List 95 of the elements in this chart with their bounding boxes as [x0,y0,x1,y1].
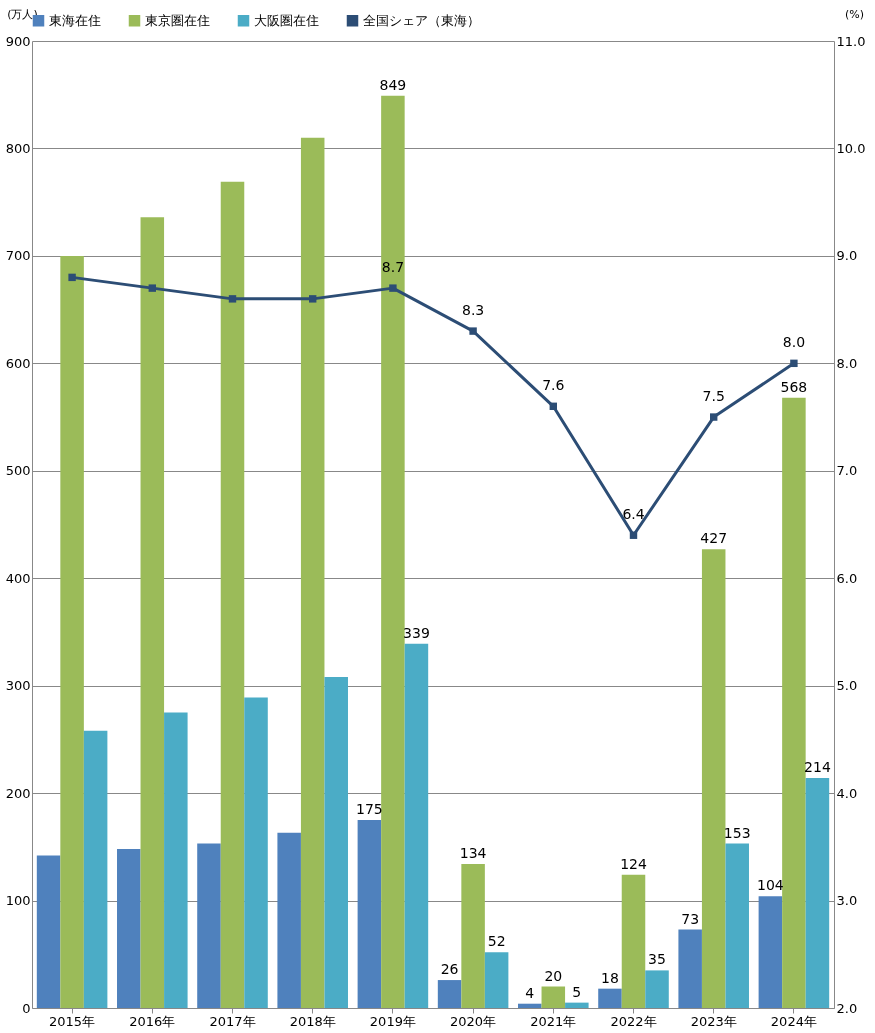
bar [758,896,783,1008]
data-label: 4 [525,984,535,1001]
y2-axis-title: (%) [844,7,865,21]
y-tick-label: 100 [5,893,31,909]
legend-label: 大阪圏在住 [254,12,319,28]
bar [197,843,221,1008]
data-label: 35 [648,951,666,968]
legend-label: 東京圏在住 [145,12,210,28]
y-tick-label: 0 [22,1000,31,1016]
data-label: 124 [620,855,647,872]
x-tick-label: 2022年 [610,1013,657,1029]
x-tick-label: 2015年 [49,1013,96,1029]
data-label: 7.5 [702,388,725,405]
y2-tick-label: 9.0 [836,248,858,264]
bar [404,643,429,1008]
bar [541,986,566,1008]
data-label: 568 [780,378,808,395]
bar [621,874,646,1008]
bar [277,832,301,1008]
bar [725,843,749,1008]
point [469,327,477,335]
bar [244,697,268,1008]
bar [518,1003,542,1008]
y2-tick-label: 5.0 [836,678,858,694]
bar [645,970,669,1008]
point [709,413,718,421]
data-label: 7.6 [542,377,565,394]
bar [140,217,165,1008]
point [68,273,76,282]
x-tick-label: 2024年 [770,1013,817,1029]
point [389,284,397,292]
data-label: 8.0 [782,334,806,351]
y2-tick-label: 6.0 [836,570,858,586]
x-tick-label: 2018年 [289,1013,336,1029]
bar [782,397,806,1008]
data-label: 153 [723,824,751,841]
point [148,284,157,292]
legend-label: 全国シェア（東海） [363,12,480,28]
data-label: 20 [544,967,563,984]
bar [565,1002,589,1008]
bar [117,848,141,1008]
x-tick-label: 2019年 [369,1013,416,1029]
x-tick-label: 2017年 [209,1013,256,1029]
point [790,359,798,368]
bar [324,677,348,1008]
bar [678,929,702,1008]
point [308,295,317,303]
y2-tick-label: 3.0 [836,893,858,909]
bar [701,549,726,1008]
x-tick-label: 2023年 [690,1013,737,1029]
bar [461,864,485,1008]
legend-label: 東海在住 [49,12,101,28]
bar [300,137,325,1008]
data-label: 427 [700,530,728,547]
bar [598,988,622,1008]
data-label: 8.3 [461,302,485,319]
bar [60,255,84,1008]
data-label: 52 [487,933,506,950]
data-label: 134 [459,845,487,862]
bar [164,712,188,1008]
y-tick-label: 800 [5,140,31,156]
y-tick-label: 500 [5,463,31,479]
data-label: 26 [440,961,459,978]
y2-tick-label: 7.0 [836,463,858,479]
bar [36,855,61,1008]
point [228,295,237,303]
y-tick-label: 400 [5,570,31,586]
y2-tick-label: 2.0 [836,1000,858,1016]
y2-tick-label: 10.0 [836,140,866,156]
data-label: 849 [379,76,407,93]
data-label: 73 [681,910,700,927]
y-tick-label: 600 [5,355,31,371]
data-label: 214 [804,759,831,776]
bar [484,952,509,1008]
y2-tick-label: 4.0 [836,785,858,801]
y2-tick-label: 11.0 [836,33,866,49]
y2-tick-label: 8.0 [836,355,858,371]
data-label: 5 [572,983,582,1000]
bar [357,819,382,1008]
bar [437,980,462,1008]
y-tick-label: 300 [5,678,31,694]
data-label: 6.4 [622,506,645,523]
bar [805,778,830,1008]
data-label: 339 [403,624,430,641]
x-tick-label: 2016年 [129,1013,176,1029]
x-tick-label: 2020年 [450,1013,497,1029]
data-label: 8.7 [381,259,405,276]
bar [83,730,108,1008]
y-tick-label: 200 [5,785,31,801]
bar [220,181,245,1008]
data-label: 18 [601,969,619,986]
bar [381,95,405,1008]
y-tick-label: 900 [5,33,31,49]
y-tick-label: 700 [5,248,31,264]
x-tick-label: 2021年 [530,1013,577,1029]
